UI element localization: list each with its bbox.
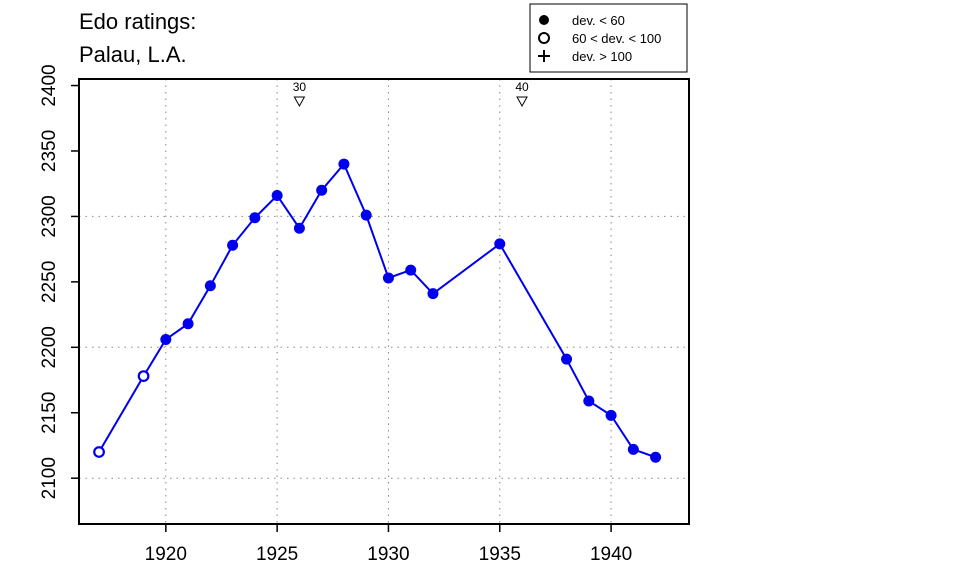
data-point [293,222,305,234]
legend-filled-circle-icon [539,15,549,25]
data-point [405,264,417,276]
data-point [627,443,639,455]
data-point-open [93,446,105,458]
legend-label-dev-lt-60: dev. < 60 [572,13,625,28]
data-point [182,318,194,330]
series [93,158,662,463]
data-point [360,209,372,221]
legend-box [529,3,688,73]
y-tick-label: 2200 [39,326,60,368]
data-point [160,333,172,345]
data-point [427,288,439,300]
y-tick-label: 2100 [39,457,60,499]
x-tick-label: 1935 [479,544,521,565]
x-tick-label: 1925 [256,544,298,565]
data-point [227,239,239,251]
data-point [338,158,350,170]
x-axis: 1920 1925 1930 1935 1940 [145,524,632,565]
plot-frame [78,78,690,525]
grid [79,79,689,524]
x-tick-label: 1920 [145,544,187,565]
chart-title-line2: Palau, L.A. [79,42,187,67]
annotations: 30 40 [293,80,529,108]
y-tick-label: 2300 [39,195,60,237]
annotation-label: 40 [515,80,529,94]
y-tick-label: 2400 [39,64,60,106]
y-tick-label: 2150 [39,392,60,434]
data-point [204,280,216,292]
data-point [561,353,573,365]
data-point-open [137,370,150,383]
x-tick-label: 1930 [367,544,409,565]
data-point [583,395,595,407]
data-point [382,272,394,284]
annotation-triangle-marker [293,96,306,108]
y-tick-label: 2250 [39,261,60,303]
legend-open-circle-icon [538,32,550,44]
series-line [98,162,656,459]
data-point [316,184,328,196]
data-point [271,189,283,201]
legend-plus-icon [538,50,550,62]
legend: dev. < 60 60 < dev. < 100 dev. > 100 [529,3,688,73]
y-axis: 2100 2150 2200 2250 2300 2350 2400 [39,64,79,499]
data-point [650,451,662,463]
data-point [605,409,617,421]
legend-label-dev-60-100: 60 < dev. < 100 [572,31,661,46]
annotation-triangle-marker [516,96,528,108]
data-point [249,212,261,224]
x-tick-label: 1940 [590,544,632,565]
legend-label-dev-gt-100: dev. > 100 [572,49,632,64]
chart-title-line1: Edo ratings: [79,9,196,34]
data-point [494,238,506,250]
y-tick-label: 2350 [39,130,60,172]
annotation-label: 30 [293,80,307,94]
